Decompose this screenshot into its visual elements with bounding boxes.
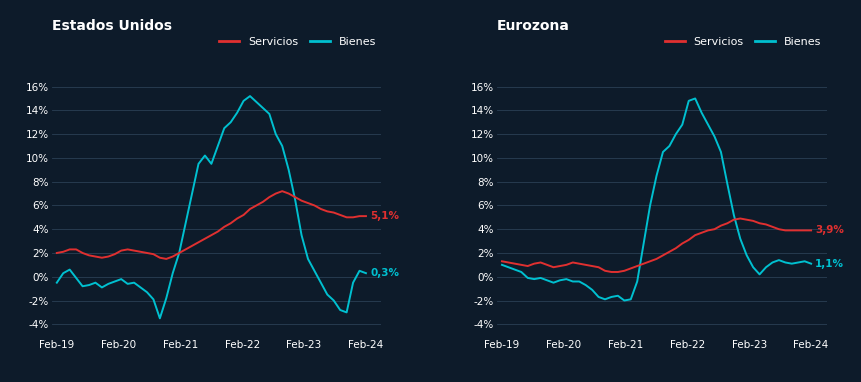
- Text: 5,1%: 5,1%: [370, 211, 399, 221]
- Text: 1,1%: 1,1%: [815, 259, 845, 269]
- Text: Eurozona: Eurozona: [497, 19, 570, 33]
- Text: 0,3%: 0,3%: [370, 268, 399, 278]
- Legend: Servicios, Bienes: Servicios, Bienes: [665, 37, 821, 47]
- Text: 3,9%: 3,9%: [815, 225, 844, 235]
- Text: Estados Unidos: Estados Unidos: [52, 19, 171, 33]
- Legend: Servicios, Bienes: Servicios, Bienes: [220, 37, 376, 47]
